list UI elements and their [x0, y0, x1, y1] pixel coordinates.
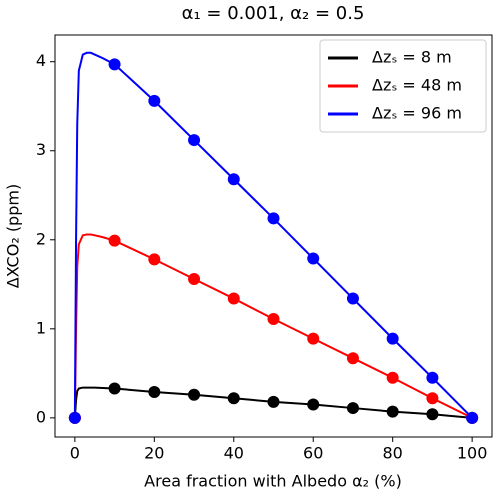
marker	[188, 388, 201, 401]
marker	[307, 398, 320, 411]
marker	[267, 395, 280, 408]
marker	[386, 405, 399, 418]
marker	[267, 313, 280, 326]
marker	[426, 392, 439, 405]
legend-label: Δzₛ = 48 m	[372, 76, 462, 95]
marker	[307, 332, 320, 345]
marker	[426, 408, 439, 421]
marker	[426, 371, 439, 384]
legend-label: Δzₛ = 8 m	[372, 48, 452, 67]
y-tick-label: 1	[36, 318, 46, 337]
y-tick-label: 2	[36, 229, 46, 248]
marker	[148, 386, 161, 399]
y-axis-label: ΔXCO₂ (ppm)	[4, 184, 23, 288]
marker	[267, 212, 280, 225]
marker	[108, 234, 121, 247]
y-tick-label: 4	[36, 51, 46, 70]
marker	[188, 272, 201, 285]
legend-box	[319, 39, 487, 133]
chart-title: α₁ = 0.001, α₂ = 0.5	[182, 3, 365, 24]
marker	[227, 292, 240, 305]
marker	[188, 134, 201, 147]
marker	[68, 411, 81, 424]
marker	[108, 382, 121, 395]
marker	[307, 252, 320, 265]
x-tick-label: 60	[303, 444, 323, 463]
y-tick-label: 3	[36, 140, 46, 159]
marker	[148, 94, 161, 107]
marker	[346, 402, 359, 415]
marker	[148, 253, 161, 266]
marker	[227, 392, 240, 405]
marker	[466, 411, 479, 424]
x-tick-label: 40	[224, 444, 244, 463]
marker	[346, 292, 359, 305]
marker	[386, 332, 399, 345]
x-tick-label: 0	[70, 444, 80, 463]
marker	[386, 371, 399, 384]
x-axis-label: Area fraction with Albedo α₂ (%)	[144, 472, 402, 491]
marker	[346, 352, 359, 365]
marker	[108, 58, 121, 71]
marker	[227, 173, 240, 186]
plot-frame	[54, 34, 493, 438]
x-tick-label: 20	[144, 444, 164, 463]
x-tick-label: 80	[383, 444, 403, 463]
x-tick-label: 100	[457, 444, 488, 463]
legend-label: Δzₛ = 96 m	[372, 104, 462, 123]
y-tick-label: 0	[36, 407, 46, 426]
